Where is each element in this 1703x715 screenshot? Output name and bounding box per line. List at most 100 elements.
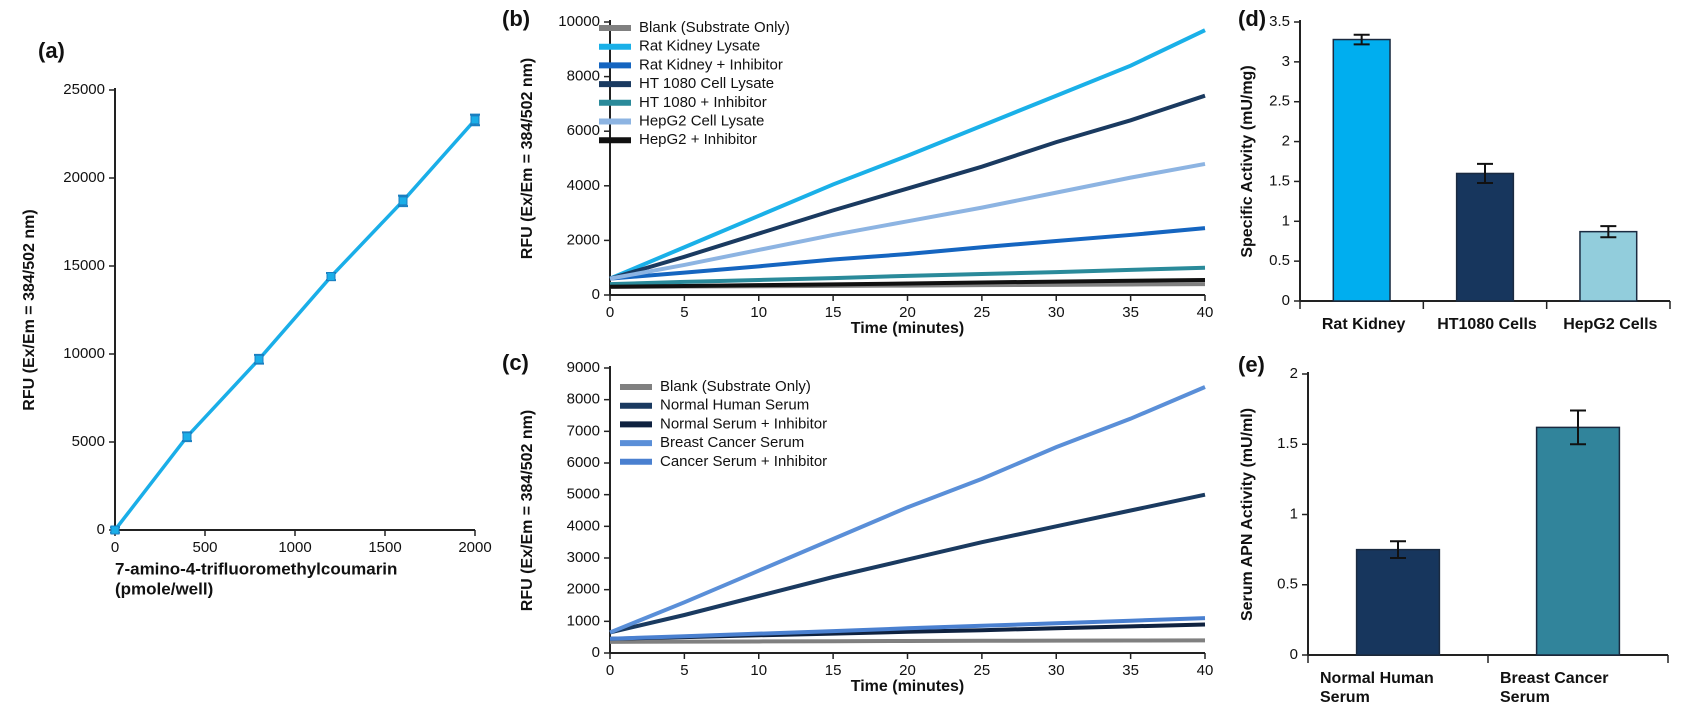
x-tick-label: HT1080 Cells	[1437, 316, 1537, 333]
series-line	[609, 226, 1206, 281]
y-tick-label: 8000	[567, 68, 600, 85]
error-bar	[1570, 409, 1586, 446]
x-tick-label-box: Breast Cancer Serum	[1500, 670, 1609, 706]
x-tick-label: 40	[1197, 662, 1214, 679]
legend-label: Cancer Serum + Inhibitor	[660, 453, 827, 470]
x-tick-label: Breast Cancer Serum	[1500, 670, 1609, 706]
y-axis-label: RFU (Ex/Em = 384/502 nm)	[519, 410, 536, 611]
legend-label: HepG2 + Inhibitor	[639, 131, 757, 148]
x-tick-label: 35	[1122, 662, 1139, 679]
y-tick-label: 9000	[567, 359, 600, 376]
y-tick-label: 4000	[567, 517, 600, 534]
y-tick-label: 0	[592, 644, 600, 661]
error-bar	[1600, 225, 1617, 239]
x-tick-label: 5	[680, 662, 688, 679]
x-tick-label: 35	[1122, 304, 1139, 321]
error-bar	[1353, 33, 1370, 46]
x-tick-label: 0	[606, 662, 614, 679]
x-tick-label: 0	[606, 304, 614, 321]
x-tick-label: 25	[974, 304, 991, 321]
marker	[110, 525, 120, 535]
marker	[470, 115, 480, 125]
x-tick-label-box: Rat Kidney	[1322, 316, 1406, 333]
panel-label: (a)	[38, 38, 65, 63]
y-tick-label: 1	[1282, 212, 1290, 229]
x-tick-label: HepG2 Cells	[1563, 316, 1658, 333]
legend-label: Normal Serum + Inhibitor	[660, 415, 827, 432]
x-axis-label: 7-amino-4-trifluoromethylcoumarin	[115, 559, 397, 578]
error-bar	[1477, 162, 1493, 185]
y-tick-label: 0	[592, 286, 600, 303]
x-tick-label-box: HepG2 Cells	[1563, 316, 1658, 333]
x-tick-label: 15	[825, 304, 842, 321]
y-axis-label: RFU (Ex/Em = 384/502 nm)	[21, 209, 38, 410]
series-line	[609, 265, 1206, 287]
x-tick-label: 30	[1048, 304, 1065, 321]
x-tick-label: 10	[750, 304, 767, 321]
y-axis-label: Serum APN Activity (mU/ml)	[1239, 408, 1256, 621]
y-tick-label: 0	[97, 521, 105, 538]
x-axis-label: Time (minutes)	[851, 320, 965, 337]
y-tick-label: 1	[1290, 505, 1298, 522]
y-tick-label: 3000	[567, 549, 600, 566]
bar	[1579, 230, 1638, 302]
y-tick-label: 8000	[567, 391, 600, 408]
x-tick-label: 10	[750, 662, 767, 679]
y-tick-label: 1.5	[1277, 435, 1298, 452]
series-line	[609, 616, 1206, 641]
y-tick-label: 4000	[567, 177, 600, 194]
y-tick-label: 2000	[567, 231, 600, 248]
series-line	[609, 277, 1206, 289]
y-tick-label: 6000	[567, 454, 600, 471]
panel-label: (c)	[502, 350, 529, 375]
x-tick-label: 500	[192, 539, 217, 556]
bar	[1535, 426, 1621, 656]
y-tick-label: 15000	[63, 257, 105, 274]
legend-label: Blank (Substrate Only)	[639, 19, 790, 36]
legend-label: HT 1080 Cell Lysate	[639, 75, 774, 92]
x-tick-label: 20	[899, 662, 916, 679]
legend-label: Rat Kidney + Inhibitor	[639, 56, 783, 73]
y-axis-label: Specific Activity (mU/mg)	[1239, 65, 1256, 257]
y-tick-label: 10000	[558, 13, 600, 30]
y-tick-label: 5000	[72, 433, 105, 450]
legend-label: Breast Cancer Serum	[660, 434, 804, 451]
y-tick-label: 5000	[567, 486, 600, 503]
legend-label: Normal Human Serum	[660, 397, 809, 414]
series-line	[609, 161, 1206, 281]
x-tick-label: 5	[680, 304, 688, 321]
x-tick-label: 0	[111, 539, 119, 556]
y-tick-label: 10000	[63, 345, 105, 362]
y-tick-label: 3.5	[1269, 13, 1290, 30]
y-tick-label: 2	[1290, 365, 1298, 382]
y-tick-label: 1.5	[1269, 172, 1290, 189]
x-tick-label: 40	[1197, 304, 1214, 321]
marker	[254, 354, 264, 364]
y-tick-label: 2	[1282, 133, 1290, 150]
x-axis-label: Time (minutes)	[851, 678, 965, 695]
x-tick-label: 1000	[278, 539, 311, 556]
marker	[326, 272, 336, 282]
y-tick-label: 3	[1282, 53, 1290, 70]
legend-label: Rat Kidney Lysate	[639, 38, 760, 55]
x-tick-label: 1500	[368, 539, 401, 556]
y-tick-label: 7000	[567, 422, 600, 439]
y-tick-label: 0.5	[1277, 576, 1298, 593]
marker	[398, 196, 408, 206]
series-line	[609, 638, 1206, 644]
y-tick-label: 0	[1290, 646, 1298, 663]
legend-label: Blank (Substrate Only)	[660, 378, 811, 395]
error-bar	[1390, 540, 1406, 560]
y-tick-label: 2.5	[1269, 93, 1290, 110]
y-tick-label: 0.5	[1269, 252, 1290, 269]
panel-label: (d)	[1238, 6, 1266, 31]
bar	[1355, 548, 1441, 656]
y-tick-label: 2000	[567, 581, 600, 598]
x-tick-label: 30	[1048, 662, 1065, 679]
panel-label: (e)	[1238, 352, 1265, 377]
y-tick-label: 1000	[567, 612, 600, 629]
series-line	[609, 385, 1206, 635]
bar	[1332, 38, 1391, 302]
marker	[182, 432, 192, 442]
